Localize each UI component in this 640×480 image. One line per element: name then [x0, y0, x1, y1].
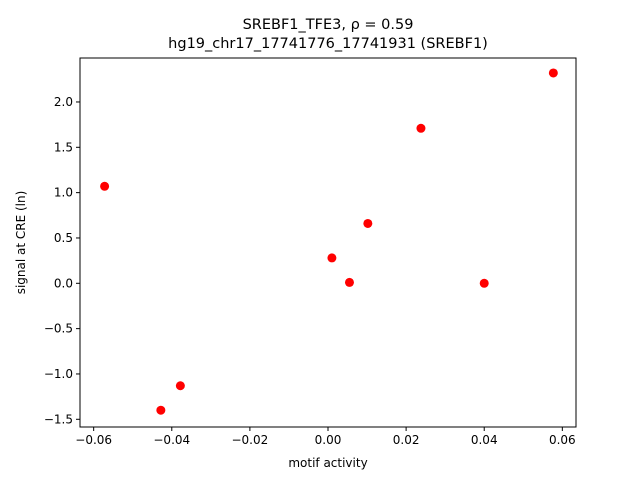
y-tick-label: −1.5 [44, 412, 73, 426]
x-axis-label: motif activity [288, 456, 367, 470]
data-point-7 [416, 123, 426, 133]
x-tick-label: −0.06 [75, 433, 112, 447]
chart-title-line1: SREBF1_TFE3, ρ = 0.59 [243, 17, 414, 33]
x-tick-label: 0.00 [315, 433, 342, 447]
y-tick-label: 0.0 [54, 276, 73, 290]
data-point-5 [344, 277, 354, 287]
x-tick-label: 0.04 [471, 433, 498, 447]
x-tick-label: −0.02 [231, 433, 268, 447]
data-point-3 [175, 381, 185, 391]
data-point-8 [479, 278, 489, 288]
data-point-4 [327, 253, 337, 263]
chart-title-line2: hg19_chr17_17741776_17741931 (SREBF1) [168, 36, 488, 52]
y-tick-label: 0.5 [54, 231, 73, 245]
data-points [100, 68, 558, 415]
y-tick-label: 1.0 [54, 186, 73, 200]
y-axis-ticks: −1.5 −1.0 −0.5 0.0 0.5 1.0 1.5 2.0 [44, 95, 80, 426]
y-tick-label: −0.5 [44, 322, 73, 336]
y-tick-label: 2.0 [54, 95, 73, 109]
x-axis-ticks: −0.06 −0.04 −0.02 0.00 0.02 0.04 0.06 [75, 427, 576, 447]
y-axis-label: signal at CRE (ln) [14, 191, 28, 295]
data-point-2 [156, 405, 166, 415]
x-tick-label: 0.06 [549, 433, 576, 447]
data-point-6 [363, 218, 373, 228]
y-tick-label: −1.0 [44, 367, 73, 381]
data-point-9 [548, 68, 558, 78]
plot-area [79, 57, 577, 428]
data-point-1 [100, 181, 110, 191]
x-tick-label: 0.02 [393, 433, 420, 447]
y-tick-label: 1.5 [54, 140, 73, 154]
x-tick-label: −0.04 [153, 433, 190, 447]
